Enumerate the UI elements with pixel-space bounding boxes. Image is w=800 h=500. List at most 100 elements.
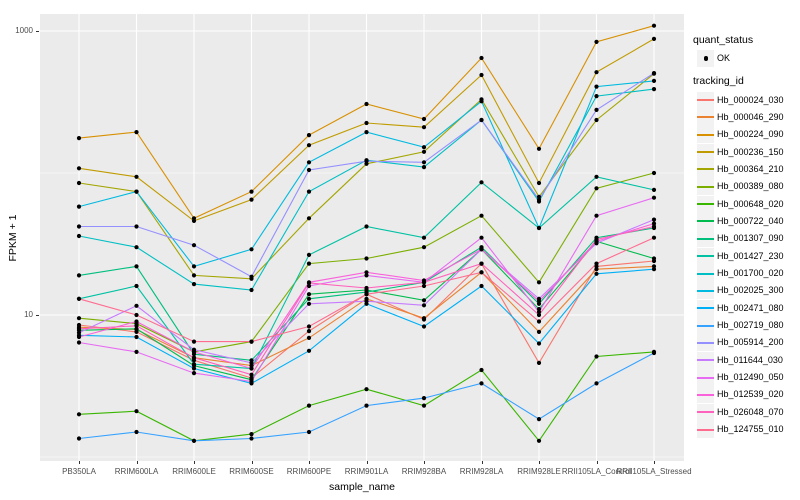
legend-label-Hb_000648_020: Hb_000648_020 xyxy=(717,198,784,209)
data-point xyxy=(479,213,484,218)
data-point xyxy=(651,195,657,200)
data-point xyxy=(191,282,197,287)
data-point xyxy=(249,379,254,384)
x-tick-mark xyxy=(136,461,138,464)
data-point xyxy=(651,267,657,272)
y-tick-mark xyxy=(36,30,39,32)
data-point xyxy=(364,292,369,297)
legend-label-Hb_000024_030: Hb_000024_030 xyxy=(717,94,784,105)
x-tick-label: RRIM600SE xyxy=(229,467,274,476)
data-point xyxy=(134,174,139,179)
data-point xyxy=(134,303,139,308)
data-point xyxy=(306,261,312,266)
legend: quant_status OK tracking_id Hb_000024_03… xyxy=(688,0,800,500)
data-point xyxy=(134,323,139,328)
line-swatch-icon xyxy=(697,168,714,171)
line-swatch-icon xyxy=(697,359,714,362)
data-point xyxy=(421,245,427,250)
data-point xyxy=(249,287,254,293)
x-tick-mark xyxy=(366,461,368,464)
data-point xyxy=(306,280,312,286)
data-point xyxy=(364,101,369,107)
data-point xyxy=(191,218,197,223)
data-point xyxy=(364,224,369,229)
data-point xyxy=(306,252,312,257)
x-tick-mark xyxy=(539,461,540,464)
data-point xyxy=(536,309,542,315)
data-point xyxy=(479,180,484,185)
legend-key-Hb_000364_210 xyxy=(697,160,714,178)
data-point xyxy=(364,299,369,304)
data-point xyxy=(134,326,139,331)
data-point xyxy=(651,170,657,176)
data-point xyxy=(191,355,197,360)
data-point xyxy=(306,335,312,340)
line-swatch-icon xyxy=(697,116,714,119)
data-point xyxy=(249,432,254,437)
legend-label-Hb_000389_080: Hb_000389_080 xyxy=(717,181,784,192)
line-swatch-icon xyxy=(697,203,714,206)
legend-label-Hb_000236_150: Hb_000236_150 xyxy=(717,146,784,157)
legend-key-Hb_001700_020 xyxy=(697,265,714,282)
data-point xyxy=(249,366,254,371)
data-point xyxy=(306,283,312,289)
legend-key-Hb_001307_090 xyxy=(697,230,714,248)
data-point xyxy=(306,403,312,408)
line-swatch-icon xyxy=(697,99,714,101)
line-swatch-icon xyxy=(697,220,714,223)
data-point xyxy=(594,354,599,359)
data-point xyxy=(594,94,599,99)
data-point xyxy=(134,264,139,269)
data-point xyxy=(134,409,139,414)
data-point xyxy=(76,296,82,301)
data-point xyxy=(536,360,542,365)
x-tick-mark xyxy=(424,461,425,464)
data-point xyxy=(306,167,312,173)
legend-key-Hb_012539_020 xyxy=(697,386,714,404)
data-point xyxy=(479,247,484,252)
legend-key-Hb_002471_080 xyxy=(697,299,714,317)
x-tick-mark xyxy=(194,461,195,464)
line-swatch-icon xyxy=(697,393,714,396)
legend-key-Hb_000389_080 xyxy=(697,178,714,196)
data-point xyxy=(651,256,657,261)
legend-key-quant-status-ok xyxy=(697,49,714,67)
data-point xyxy=(421,298,427,303)
data-point xyxy=(364,387,369,392)
legend-label-Hb_005914_200: Hb_005914_200 xyxy=(717,337,784,348)
legend-key-Hb_005914_200 xyxy=(697,334,714,352)
data-point xyxy=(421,235,427,240)
legend-key-Hb_124755_010 xyxy=(697,421,714,439)
data-point xyxy=(306,324,312,329)
data-point xyxy=(364,120,369,126)
data-point xyxy=(306,189,312,194)
data-point xyxy=(536,312,542,318)
data-point xyxy=(421,283,427,289)
data-point xyxy=(76,436,82,441)
data-point xyxy=(479,55,484,61)
data-point xyxy=(364,256,369,261)
data-point xyxy=(651,36,657,41)
legend-key-Hb_011644_030 xyxy=(697,351,714,369)
x-tick-label: PB350LA xyxy=(62,467,96,476)
legend-key-Hb_000024_030 xyxy=(697,91,714,109)
x-tick-label: RRIM928LA xyxy=(459,467,504,476)
data-point xyxy=(76,166,82,171)
data-point xyxy=(421,160,427,165)
data-point xyxy=(249,274,254,279)
line-swatch-icon xyxy=(697,324,714,327)
legend-title-quant-status: quant_status xyxy=(693,34,754,46)
data-point xyxy=(364,403,369,408)
x-tick-mark xyxy=(251,461,253,464)
data-point xyxy=(651,224,657,229)
x-tick-label: RRIM600LE xyxy=(172,467,216,476)
legend-label-Hb_001700_020: Hb_001700_020 xyxy=(717,268,784,278)
legend-key-Hb_000648_020 xyxy=(697,195,714,213)
line-swatch-icon xyxy=(697,133,714,136)
x-tick-mark xyxy=(654,461,655,464)
data-point xyxy=(594,70,599,75)
data-point xyxy=(191,339,197,344)
data-point xyxy=(76,136,82,141)
x-tick-label: RRII105LA_Control xyxy=(561,467,632,476)
